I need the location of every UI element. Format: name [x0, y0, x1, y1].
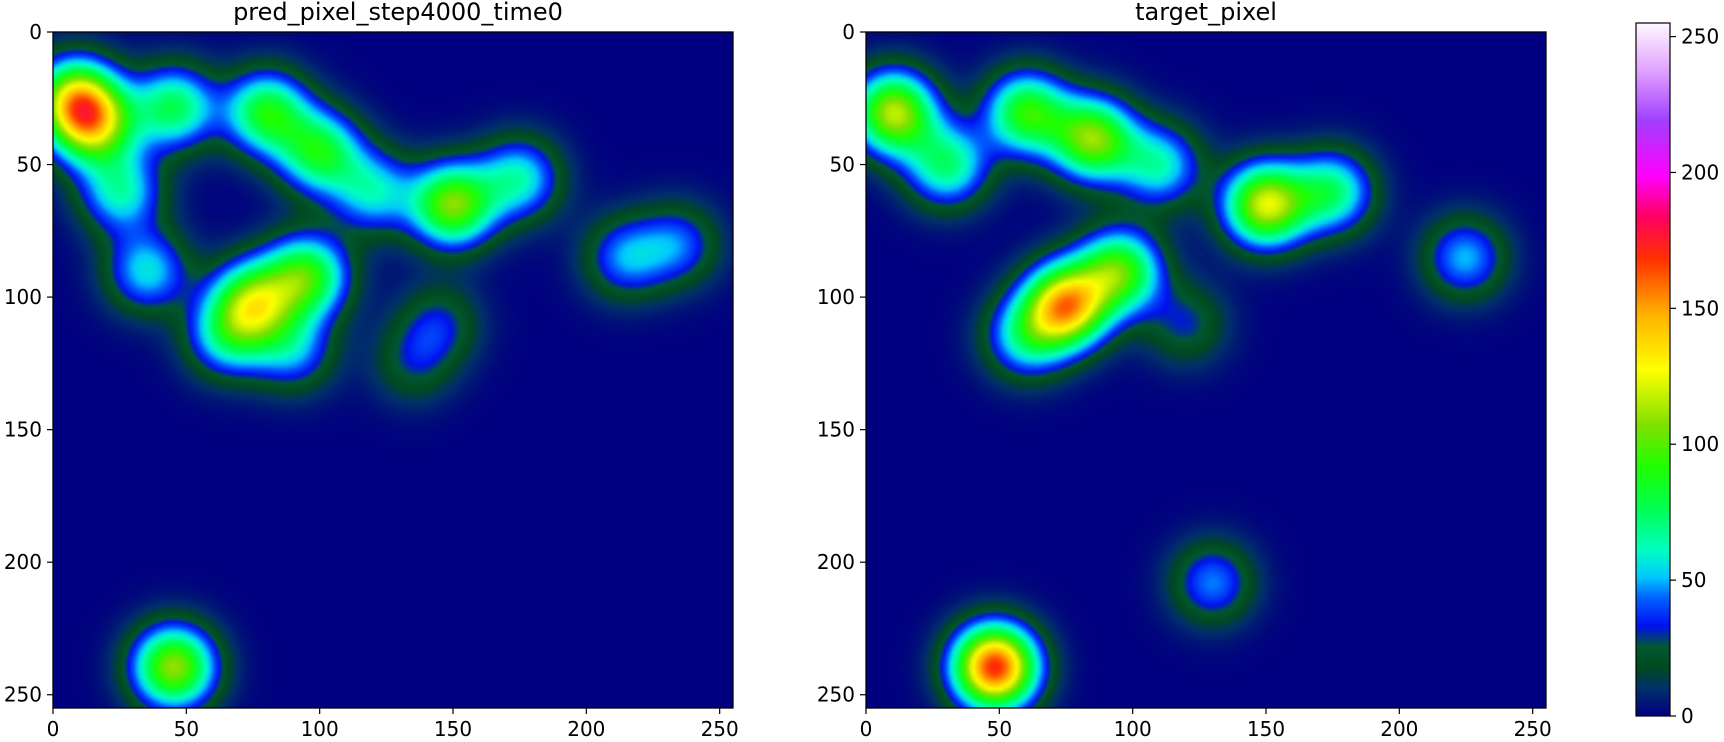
x-tick-label: 250: [1514, 717, 1552, 741]
x-tick-label: 100: [1114, 717, 1152, 741]
y-tick: 50: [17, 153, 53, 177]
x-tick: 0: [860, 708, 873, 741]
x-tick-label: 100: [301, 717, 339, 741]
x-tick-label: 0: [47, 717, 60, 741]
x-tick: 200: [1380, 708, 1418, 741]
y-tick-label: 100: [817, 285, 855, 309]
heatmap-panel-pred: pred_pixel_step4000_time0 0 50 100 150 200 25…: [4, 0, 739, 741]
x-tick: 50: [174, 708, 199, 741]
colorbar-tick-label: 200: [1681, 160, 1719, 184]
x-tick-label: 0: [860, 717, 873, 741]
y-tick-label: 200: [817, 550, 855, 574]
x-tick: 100: [1114, 708, 1152, 741]
y-tick: 150: [817, 418, 866, 442]
y-tick: 100: [817, 285, 866, 309]
colorbar-tick-label: 150: [1681, 296, 1719, 320]
x-tick: 200: [567, 708, 605, 741]
x-tick-label: 200: [1380, 717, 1418, 741]
x-tick: 50: [987, 708, 1012, 741]
colorbar-gradient: [1635, 22, 1671, 717]
x-tick-label: 50: [174, 717, 199, 741]
x-tick: 150: [434, 708, 472, 741]
colorbar: 0 50 100 150 200 250: [1635, 22, 1719, 728]
y-tick-label: 150: [4, 418, 42, 442]
colorbar-tick-label: 250: [1681, 25, 1719, 49]
plot-frame: [52, 31, 734, 709]
x-tick-label: 250: [701, 717, 739, 741]
heatmap-image: [53, 32, 733, 708]
x-tick: 150: [1247, 708, 1285, 741]
y-tick-label: 200: [4, 550, 42, 574]
y-tick-label: 0: [29, 20, 42, 44]
colorbar-tick: 250: [1670, 25, 1719, 49]
x-tick-label: 200: [567, 717, 605, 741]
y-tick: 200: [4, 550, 53, 574]
y-tick-label: 250: [4, 683, 42, 707]
y-tick-label: 250: [817, 683, 855, 707]
heatmap-image: [866, 32, 1546, 708]
y-tick: 0: [29, 20, 53, 44]
colorbar-tick: 200: [1670, 160, 1719, 184]
x-tick-label: 50: [987, 717, 1012, 741]
chart-title: pred_pixel_step4000_time0: [233, 0, 563, 26]
heatmap-panel-target: target_pixel 0 50 100 150 200 250 0 50 100 150 20…: [817, 0, 1552, 741]
x-tick: 0: [47, 708, 60, 741]
y-tick: 200: [817, 550, 866, 574]
y-tick-label: 50: [17, 153, 42, 177]
y-tick: 50: [830, 153, 866, 177]
x-tick-label: 150: [434, 717, 472, 741]
colorbar-tick: 150: [1670, 296, 1719, 320]
colorbar-tick-label: 0: [1681, 704, 1694, 728]
x-tick-label: 150: [1247, 717, 1285, 741]
colorbar-tick-label: 50: [1681, 568, 1706, 592]
y-tick: 250: [817, 683, 866, 707]
colorbar-tick: 100: [1670, 432, 1719, 456]
colorbar-tick-label: 100: [1681, 432, 1719, 456]
y-tick: 150: [4, 418, 53, 442]
x-tick: 250: [1514, 708, 1552, 741]
y-tick: 0: [842, 20, 866, 44]
y-tick: 100: [4, 285, 53, 309]
x-tick: 250: [701, 708, 739, 741]
y-tick-label: 0: [842, 20, 855, 44]
plot-frame: [865, 31, 1547, 709]
y-tick: 250: [4, 683, 53, 707]
x-tick: 100: [301, 708, 339, 741]
colorbar-tick: 0: [1670, 704, 1694, 728]
y-tick-label: 150: [817, 418, 855, 442]
y-tick-label: 100: [4, 285, 42, 309]
colorbar-tick: 50: [1670, 568, 1706, 592]
y-tick-label: 50: [830, 153, 855, 177]
chart-title: target_pixel: [1135, 0, 1277, 26]
